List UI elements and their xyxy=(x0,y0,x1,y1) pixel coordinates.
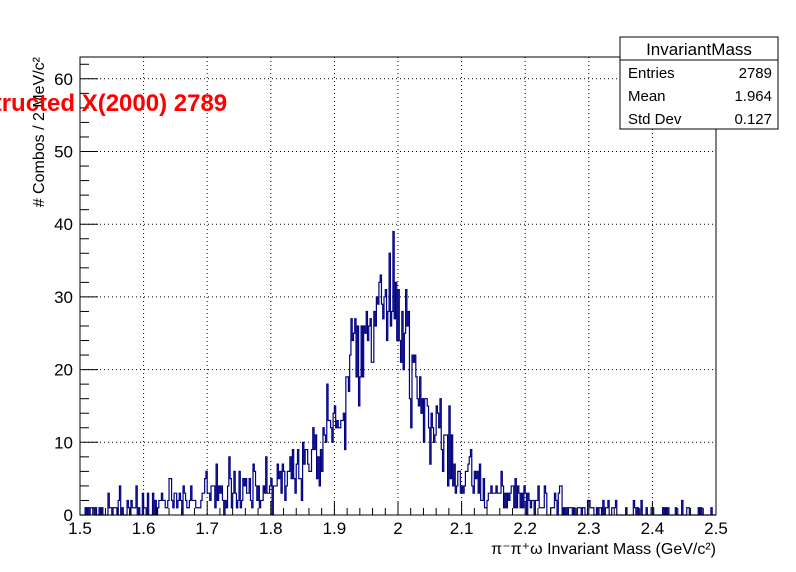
stats-label-mean: Mean xyxy=(628,88,666,105)
x-tick-label: 2.5 xyxy=(704,519,728,538)
x-tick-label: 2.3 xyxy=(577,519,601,538)
y-tick-label: 10 xyxy=(54,433,73,452)
stats-box: InvariantMass Entries 2789 Mean 1.964 St… xyxy=(619,36,779,130)
y-tick-label: 60 xyxy=(54,70,73,89)
x-axis-title: π⁻π⁺ω Invariant Mass (GeV/c²) xyxy=(491,541,716,558)
x-axis: 1.5 1.6 1.7 1.8 1.9 2 2.1 2.2 2.3 2.4 2.5 xyxy=(68,501,728,538)
overlay-title: Reconstructed X(2000) 2789 xyxy=(0,90,227,117)
stats-label-stddev: Std Dev xyxy=(628,111,682,128)
y-tick-label: 40 xyxy=(54,215,73,234)
y-tick-label: 20 xyxy=(54,361,73,380)
stats-value-stddev: 0.127 xyxy=(734,111,772,128)
y-axis: 0 10 20 30 40 50 60 xyxy=(54,63,98,525)
x-tick-label: 1.9 xyxy=(323,519,347,538)
y-tick-label: 30 xyxy=(54,288,73,307)
grid-lines xyxy=(80,57,716,515)
y-axis-title: # Combos / 2 MeV/c² xyxy=(31,56,48,207)
stats-title: InvariantMass xyxy=(646,40,752,59)
histogram-series xyxy=(80,230,716,516)
stats-value-entries: 2789 xyxy=(739,65,772,82)
stats-label-entries: Entries xyxy=(628,65,675,82)
x-tick-label: 1.6 xyxy=(132,519,156,538)
y-tick-label: 50 xyxy=(54,143,73,162)
x-tick-label: 2.1 xyxy=(450,519,474,538)
x-tick-label: 1.8 xyxy=(259,519,283,538)
stats-value-mean: 1.964 xyxy=(734,88,772,105)
x-tick-label: 1.7 xyxy=(195,519,219,538)
x-tick-label: 1.5 xyxy=(68,519,92,538)
y-tick-label: 0 xyxy=(64,506,73,525)
x-tick-label: 2.4 xyxy=(641,519,665,538)
x-tick-label: 2.2 xyxy=(513,519,537,538)
x-tick-label: 2 xyxy=(393,519,402,538)
